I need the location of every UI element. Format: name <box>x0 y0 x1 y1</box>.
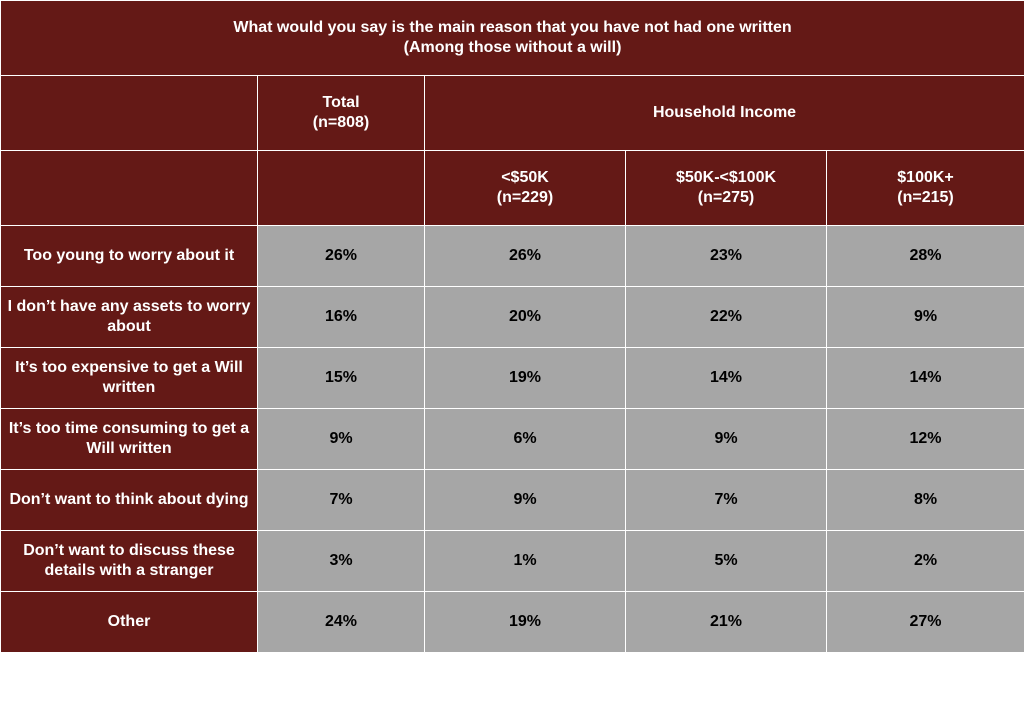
value-cell-total: 24% <box>257 591 425 653</box>
household-income-header: Household Income <box>423 75 1024 151</box>
value-cell-100k-plus: 2% <box>825 530 1024 592</box>
value-cell-total: 15% <box>257 347 425 409</box>
value-cell-100k-plus: 27% <box>825 591 1024 653</box>
value-cell-total: 3% <box>257 530 425 592</box>
value-cell-100k-plus: 14% <box>825 347 1024 409</box>
value-cell-100k-plus: 12% <box>825 408 1024 470</box>
value-cell-total: 9% <box>257 408 425 470</box>
table-row: I don’t have any assets to worry about 16… <box>0 286 1024 348</box>
row-label: Don’t want to discuss these details with… <box>0 530 258 592</box>
value-cell-under-50k: 20% <box>424 286 626 348</box>
value-cell-50k-100k: 21% <box>625 591 827 653</box>
row-label: It’s too expensive to get a Will written <box>0 347 258 409</box>
row-label: Too young to worry about it <box>0 225 258 287</box>
value-cell-50k-100k: 5% <box>625 530 827 592</box>
value-cell-total: 7% <box>257 469 425 531</box>
total-sub-blank <box>257 150 425 226</box>
income-header-under-50k: <$50K (n=229) <box>424 150 626 226</box>
table-row: It’s too time consuming to get a Will wr… <box>0 408 1024 470</box>
table-row: Don’t want to discuss these details with… <box>0 530 1024 592</box>
table-title: What would you say is the main reason th… <box>0 0 1024 76</box>
value-cell-total: 16% <box>257 286 425 348</box>
corner-cell <box>0 75 258 151</box>
value-cell-under-50k: 19% <box>424 591 626 653</box>
value-cell-under-50k: 1% <box>424 530 626 592</box>
total-header: Total (n=808) <box>257 75 425 151</box>
value-cell-50k-100k: 14% <box>625 347 827 409</box>
income-header-100k-plus: $100K+ (n=215) <box>825 150 1024 226</box>
subgroup-header-row: <$50K (n=229) $50K-<$100K (n=275) $100K+… <box>0 150 1024 226</box>
table-row: It’s too expensive to get a Will written… <box>0 347 1024 409</box>
value-cell-under-50k: 26% <box>424 225 626 287</box>
row-label: I don’t have any assets to worry about <box>0 286 258 348</box>
value-cell-under-50k: 19% <box>424 347 626 409</box>
table-row: Too young to worry about it 26% 26% 23% 28% <box>0 225 1024 287</box>
row-label: It’s too time consuming to get a Will wr… <box>0 408 258 470</box>
value-cell-50k-100k: 22% <box>625 286 827 348</box>
value-cell-100k-plus: 8% <box>825 469 1024 531</box>
table-row: Other 24% 19% 21% 27% <box>0 591 1024 653</box>
value-cell-50k-100k: 9% <box>625 408 827 470</box>
table-row: Don’t want to think about dying 7% 9% 7% 8% <box>0 469 1024 531</box>
value-cell-total: 26% <box>257 225 425 287</box>
income-header-50k-100k: $50K-<$100K (n=275) <box>625 150 827 226</box>
value-cell-100k-plus: 28% <box>825 225 1024 287</box>
value-cell-50k-100k: 23% <box>625 225 827 287</box>
value-cell-100k-plus: 9% <box>825 286 1024 348</box>
group-header-row: Total (n=808) Household Income <box>0 75 1024 151</box>
value-cell-under-50k: 6% <box>424 408 626 470</box>
survey-table: What would you say is the main reason th… <box>0 0 1024 653</box>
row-label: Don’t want to think about dying <box>0 469 258 531</box>
value-cell-under-50k: 9% <box>424 469 626 531</box>
corner-cell-2 <box>0 150 258 226</box>
title-row: What would you say is the main reason th… <box>0 0 1024 76</box>
row-label: Other <box>0 591 258 653</box>
value-cell-50k-100k: 7% <box>625 469 827 531</box>
